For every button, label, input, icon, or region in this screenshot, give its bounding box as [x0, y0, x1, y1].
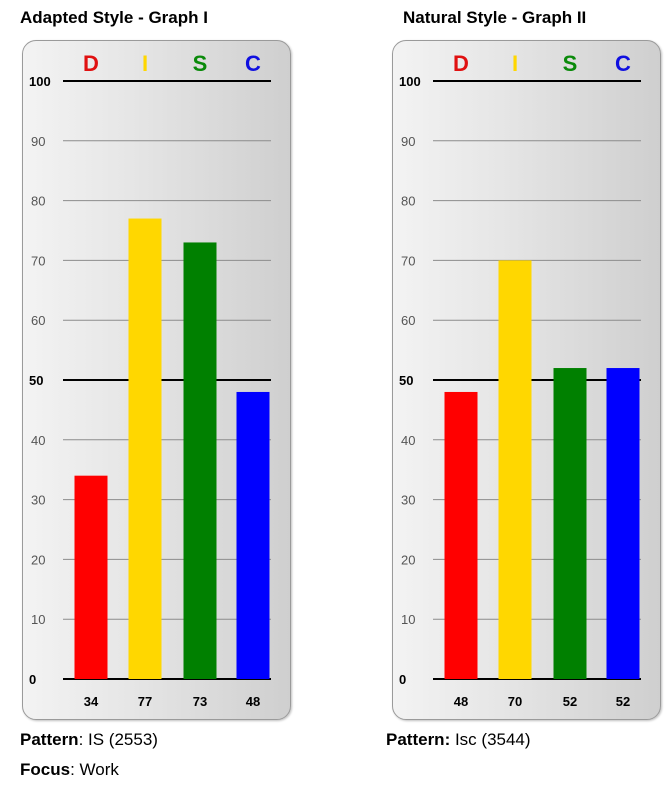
- graph-2-value-label-C: 52: [616, 694, 630, 709]
- graph-2-ytick-30: 30: [401, 493, 415, 508]
- graph-1-pattern-value: : IS (2553): [78, 730, 158, 749]
- graph-2-bar-D: [444, 391, 478, 679]
- graph-1-pattern-label: Pattern: [20, 730, 79, 749]
- graph-2-category-S: S: [563, 51, 578, 76]
- graph-1-focus-value: : Work: [70, 760, 119, 779]
- graph-1-pattern: Pattern: IS (2553): [20, 730, 158, 750]
- graph-1-ytick-60: 60: [31, 313, 45, 328]
- graph-1-ytick-0: 0: [29, 672, 36, 687]
- graph-1-ytick-50: 50: [29, 373, 43, 388]
- graph-2-ytick-20: 20: [401, 552, 415, 567]
- graph-2-ytick-60: 60: [401, 313, 415, 328]
- graph-1-ytick-80: 80: [31, 194, 45, 209]
- graph-2-category-D: D: [453, 51, 469, 76]
- graph-2-pattern-value: Isc (3544): [450, 730, 531, 749]
- graph-1-ytick-10: 10: [31, 612, 45, 627]
- graph-2-ytick-90: 90: [401, 134, 415, 149]
- graph-2-ytick-70: 70: [401, 253, 415, 268]
- graph-2-ytick-50: 50: [399, 373, 413, 388]
- graph-1-value-label-D: 34: [84, 694, 99, 709]
- graph-2-bar-S: [553, 368, 587, 679]
- graph-1-category-C: C: [245, 51, 261, 76]
- graph-2-ytick-10: 10: [401, 612, 415, 627]
- graph-1-focus-label: Focus: [20, 760, 71, 779]
- graph-1-focus: Focus: Work: [20, 760, 119, 780]
- graph-2-ytick-80: 80: [401, 194, 415, 209]
- graph-2-value-label-D: 48: [454, 694, 468, 709]
- graph-2-ytick-40: 40: [401, 433, 415, 448]
- graph-1-title: Adapted Style - Graph I: [20, 8, 208, 27]
- graph-1-value-label-S: 73: [193, 694, 207, 709]
- graph-2-pattern-label: Pattern:: [386, 730, 451, 749]
- graph-1-bar-D: [74, 475, 108, 679]
- graph-2-bar-I: [498, 260, 532, 679]
- graph-1-value-label-C: 48: [246, 694, 260, 709]
- graph-2-value-label-S: 52: [563, 694, 577, 709]
- graph-1-category-S: S: [193, 51, 208, 76]
- graph-1-value-label-I: 77: [138, 694, 152, 709]
- graph-1-category-D: D: [83, 51, 99, 76]
- graph-1-ytick-40: 40: [31, 433, 45, 448]
- graph-1-ytick-90: 90: [31, 134, 45, 149]
- graph-2-ytick-0: 0: [399, 672, 406, 687]
- graph-1-ytick-100: 100: [29, 74, 51, 89]
- graph-2-ytick-100: 100: [399, 74, 421, 89]
- graph-1-ytick-70: 70: [31, 253, 45, 268]
- graph-2-panel: 0 10 20 30 40 50 60 70 80 90 100 D 48 I 70 S 52 C 52: [392, 40, 661, 720]
- graph-1-bar-I: [128, 218, 162, 680]
- graph-2-value-label-I: 70: [508, 694, 522, 709]
- graph-1-svg: 0 10 20 30 40 50 60 70 80 90 100 D 34 I 77 S 73 C 48: [29, 51, 271, 709]
- graph-1-ytick-20: 20: [31, 552, 45, 567]
- graph-2-category-I: I: [512, 51, 518, 76]
- graph-1-bar-S: [183, 242, 217, 679]
- graph-1-panel: 0 10 20 30 40 50 60 70 80 90 100 D 34 I 77 S 73 C 48: [22, 40, 291, 720]
- graph-1-category-I: I: [142, 51, 148, 76]
- graph-2-category-C: C: [615, 51, 631, 76]
- graph-2-pattern: Pattern: Isc (3544): [386, 730, 531, 750]
- graph-1-ytick-30: 30: [31, 493, 45, 508]
- graph-2-title: Natural Style - Graph II: [403, 8, 587, 27]
- graph-2-svg: 0 10 20 30 40 50 60 70 80 90 100 D 48 I 70 S 52 C 52: [399, 51, 641, 709]
- graph-2-bar-C: [606, 368, 640, 679]
- graph-1-bar-C: [236, 391, 270, 679]
